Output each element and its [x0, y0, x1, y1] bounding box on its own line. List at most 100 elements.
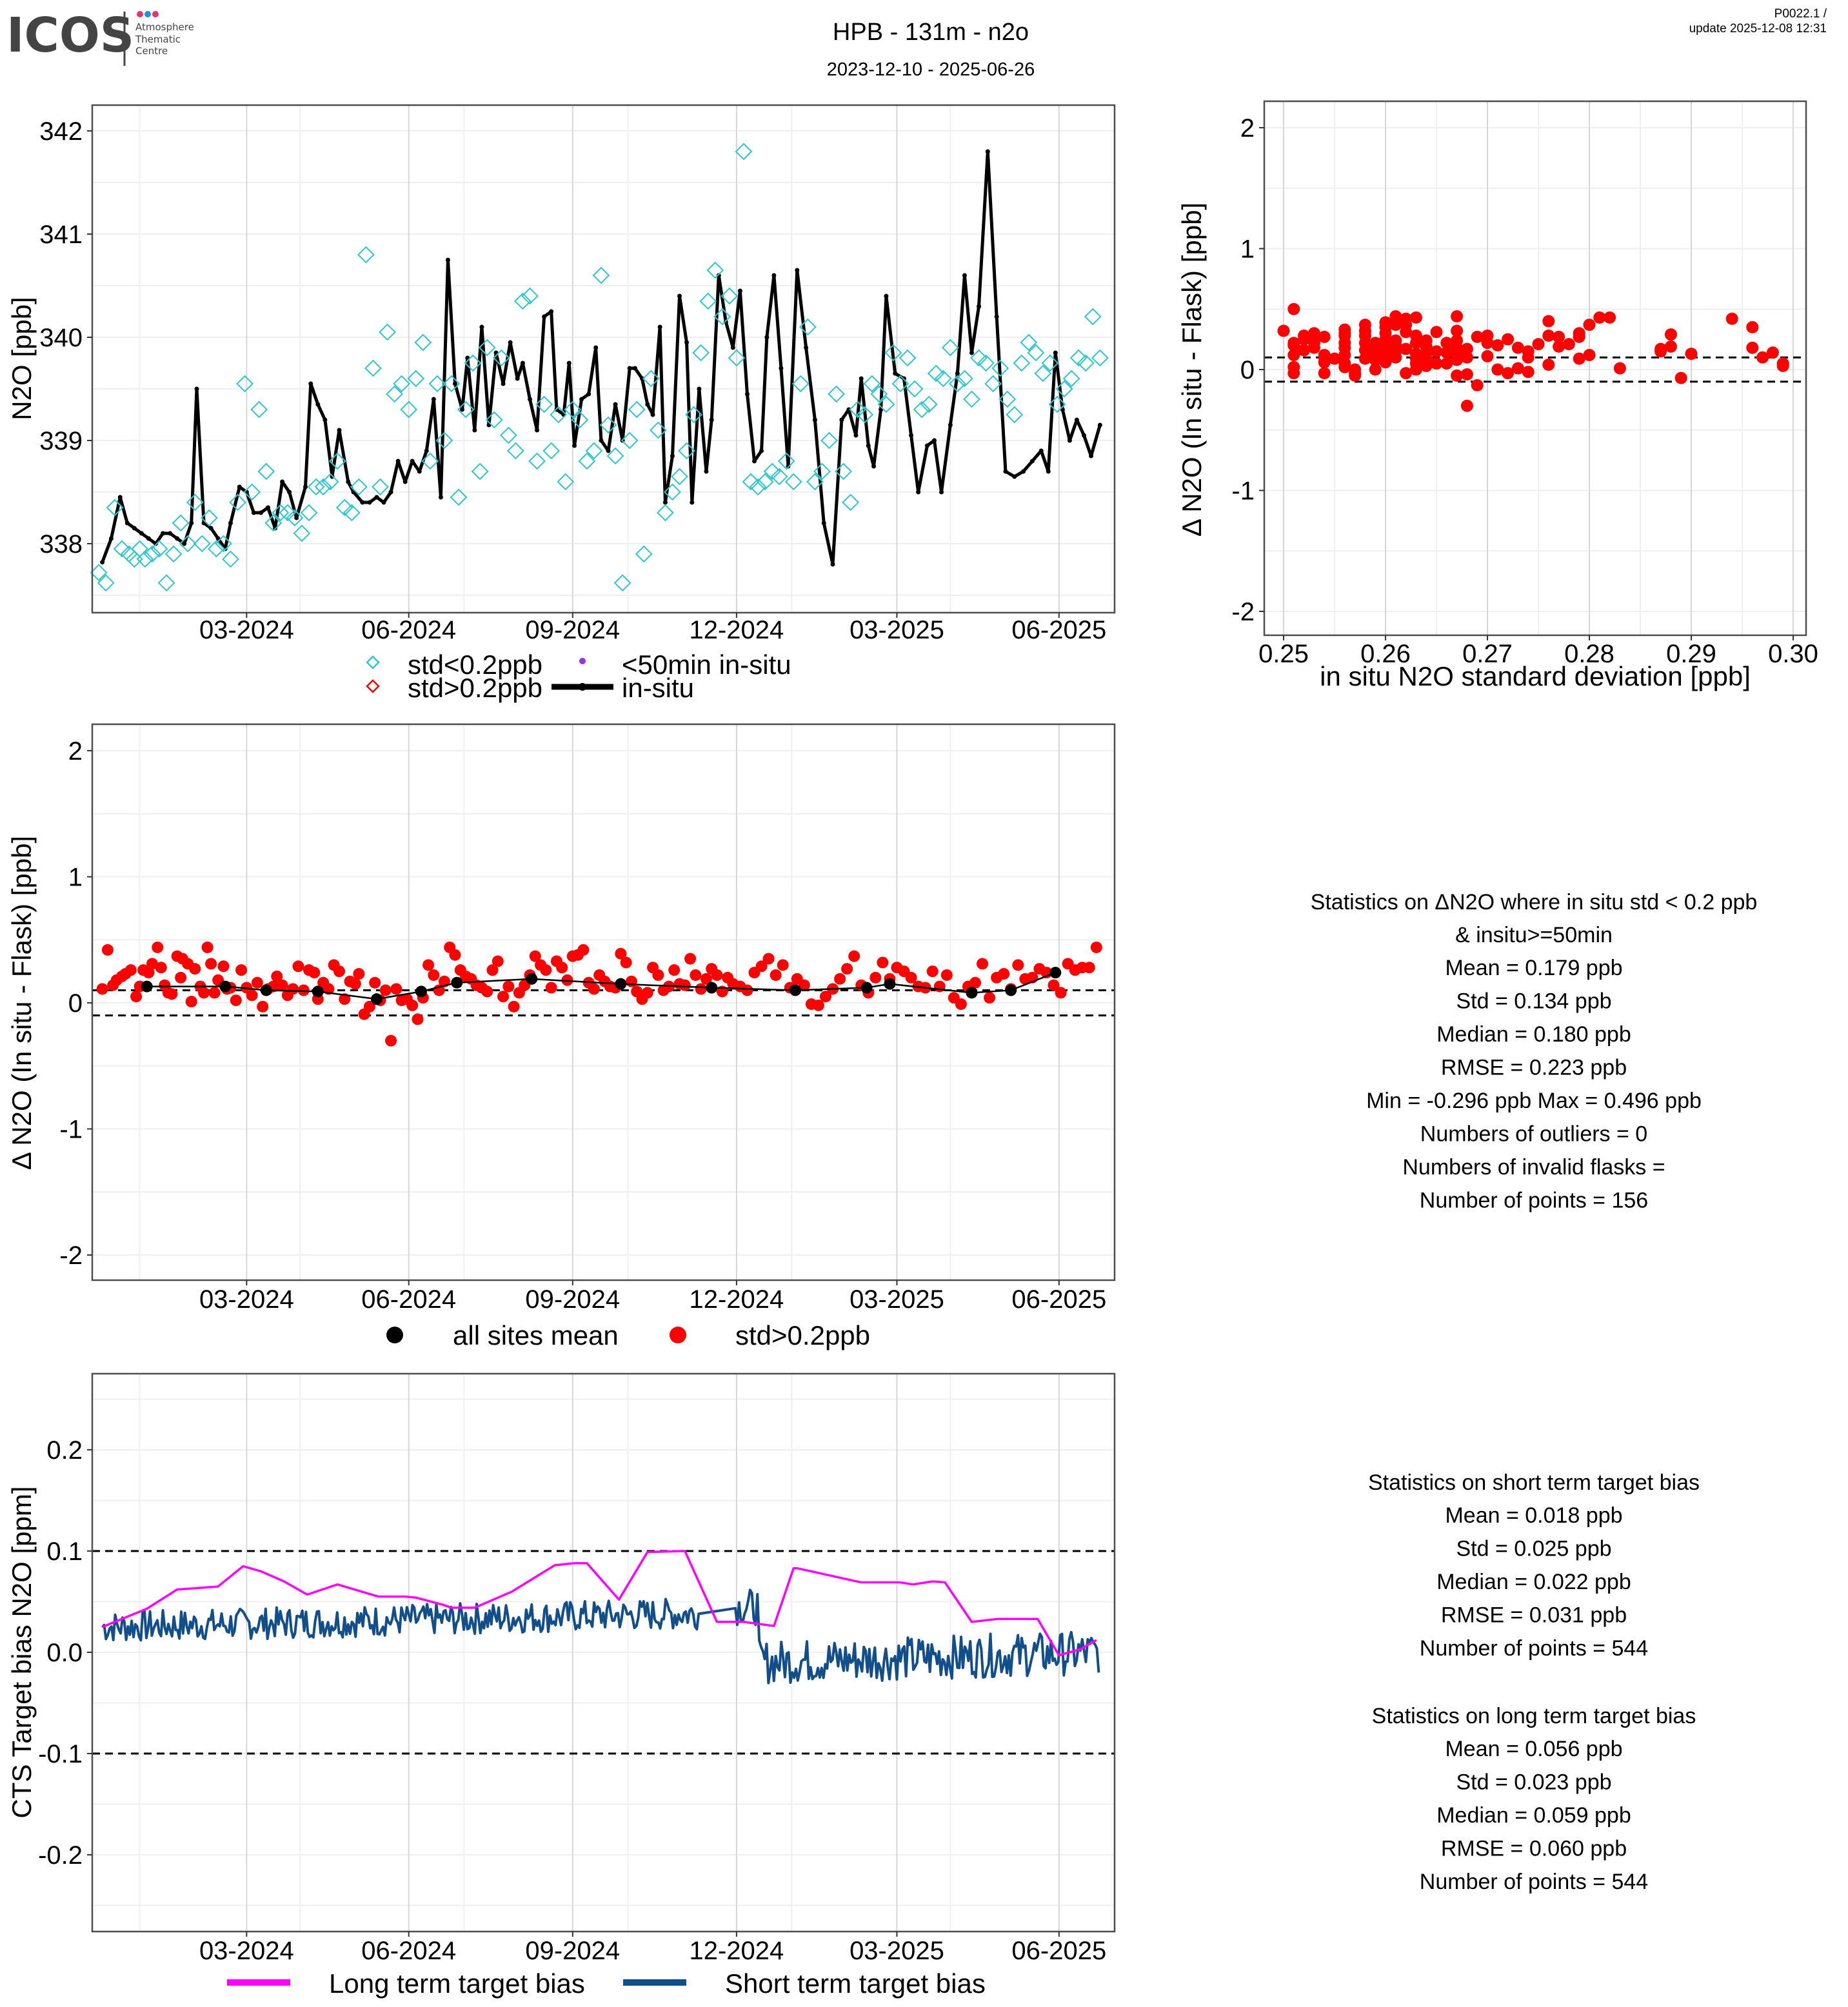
flask-diamond	[172, 514, 190, 532]
y-tick-label: -2	[1231, 598, 1255, 626]
flask-diamond	[820, 431, 838, 450]
in-situ-point	[168, 531, 173, 536]
scatter-point	[1542, 315, 1555, 328]
flask-diamond	[884, 344, 902, 362]
in-situ-point	[1097, 422, 1102, 428]
delta-point	[777, 959, 789, 971]
delta-point	[984, 992, 996, 1004]
x-tick-label: 06-2025	[1011, 1285, 1106, 1314]
scatter-point	[1604, 311, 1616, 324]
delta-point	[308, 967, 321, 979]
flask-diamond	[877, 395, 895, 413]
in-situ-point	[431, 397, 436, 402]
stats-line: Mean = 0.056 ppb	[1445, 1737, 1622, 1761]
delta-point	[625, 975, 637, 987]
flask-diamond	[300, 504, 318, 522]
all-sites-mean-point	[615, 978, 627, 990]
delta-point	[841, 963, 853, 975]
x-tick-label: 03-2024	[199, 616, 294, 644]
y-tick-labels: -2 -1 0 1 2	[59, 737, 92, 1270]
scatter-point	[1664, 340, 1677, 353]
delta-point	[679, 979, 691, 991]
x-tick-label: 03-2025	[849, 1285, 944, 1314]
scatter-point	[1358, 330, 1371, 342]
scatter-point	[1287, 302, 1300, 315]
scatter-point	[1379, 356, 1392, 369]
scatter-point	[1542, 330, 1555, 342]
flask-diamond	[784, 473, 802, 491]
flask-diamond	[621, 431, 639, 450]
scatter-point	[1358, 344, 1371, 357]
flask-diamond	[599, 416, 617, 434]
flask-diamond	[97, 574, 115, 592]
scatter-point	[1573, 330, 1585, 343]
delta-point	[201, 941, 214, 953]
flask-diamond	[528, 452, 546, 470]
delta-point	[508, 1000, 520, 1013]
flask-diamond	[578, 452, 596, 470]
legend-label: Short term target bias	[725, 1968, 986, 1999]
scatter-point	[1522, 351, 1535, 364]
all-sites-mean-line	[146, 971, 1056, 1000]
stats-title: Statistics on short term target bias	[1368, 1470, 1700, 1495]
delta-point	[208, 987, 221, 999]
scatter-point	[1318, 349, 1331, 361]
flask-diamond	[143, 545, 161, 563]
delta-point	[926, 965, 939, 978]
delta-point	[449, 949, 461, 961]
in-situ-point	[709, 417, 714, 422]
delta-point	[1012, 959, 1024, 971]
plot-frame	[1263, 100, 1807, 637]
flask-diamond	[1055, 380, 1073, 398]
stats-line: Median = 0.022 ppb	[1436, 1570, 1631, 1594]
scatter-point	[1440, 357, 1453, 370]
delta-point	[798, 979, 810, 991]
scatter-point	[1593, 311, 1606, 324]
scatter-point	[1756, 351, 1769, 364]
all-sites-mean-point	[451, 976, 463, 989]
delta-point	[175, 971, 187, 984]
flask-diamond	[514, 292, 532, 310]
panel-n2o-timeseries: 03-2024 06-2024 09-2024 12-2024 03-2025 06-20…	[6, 104, 1116, 703]
flask-diamond	[671, 468, 688, 486]
in-situ-point	[902, 376, 907, 381]
in-situ-point	[410, 459, 415, 464]
delta-point	[684, 953, 697, 965]
flask-diamond	[770, 468, 788, 486]
flask-diamond	[692, 344, 710, 362]
y-tick-label: -1	[1231, 477, 1255, 506]
flask-diamond	[1020, 333, 1038, 351]
delta-point	[339, 993, 351, 1005]
logo-line-3: Centre	[135, 45, 168, 57]
flask-diamond	[963, 390, 980, 408]
panel-target-bias: 03-2024 06-2024 09-2024 12-2024 03-2025 06-20…	[6, 1372, 1116, 1999]
in-situ-point	[528, 397, 532, 402]
scatter-point	[1318, 330, 1331, 343]
x-tick-label: 09-2024	[525, 1285, 620, 1314]
x-tick-label: 0.30	[1768, 640, 1818, 668]
in-situ-point	[175, 536, 180, 541]
in-situ-point	[1089, 453, 1094, 459]
in-situ-point	[124, 520, 130, 526]
scatter-point	[1451, 369, 1464, 382]
flask-diamond	[899, 349, 917, 367]
scatter-point	[1511, 362, 1524, 375]
flask-diamond	[222, 550, 239, 568]
in-situ-point	[417, 469, 422, 474]
delta-point	[481, 985, 493, 998]
grid	[92, 1374, 1115, 1932]
all-sites-mean-point	[219, 980, 232, 993]
flask-diamond	[664, 483, 681, 501]
in-situ-point	[962, 273, 967, 278]
flask-diamond	[136, 550, 154, 568]
flask-diamond	[200, 509, 218, 527]
flask-diamond	[379, 323, 396, 341]
in-situ-point	[859, 376, 864, 381]
y-tick-labels: 338 339 340 341 342	[39, 117, 92, 559]
flask-diamond	[1006, 406, 1024, 424]
flask-diamond	[720, 287, 739, 305]
stats-title: & insitu>=50min	[1455, 923, 1613, 947]
flask-diamond	[1027, 344, 1045, 362]
in-situ-point	[452, 381, 457, 386]
x-tick-label: 06-2024	[361, 1285, 456, 1314]
